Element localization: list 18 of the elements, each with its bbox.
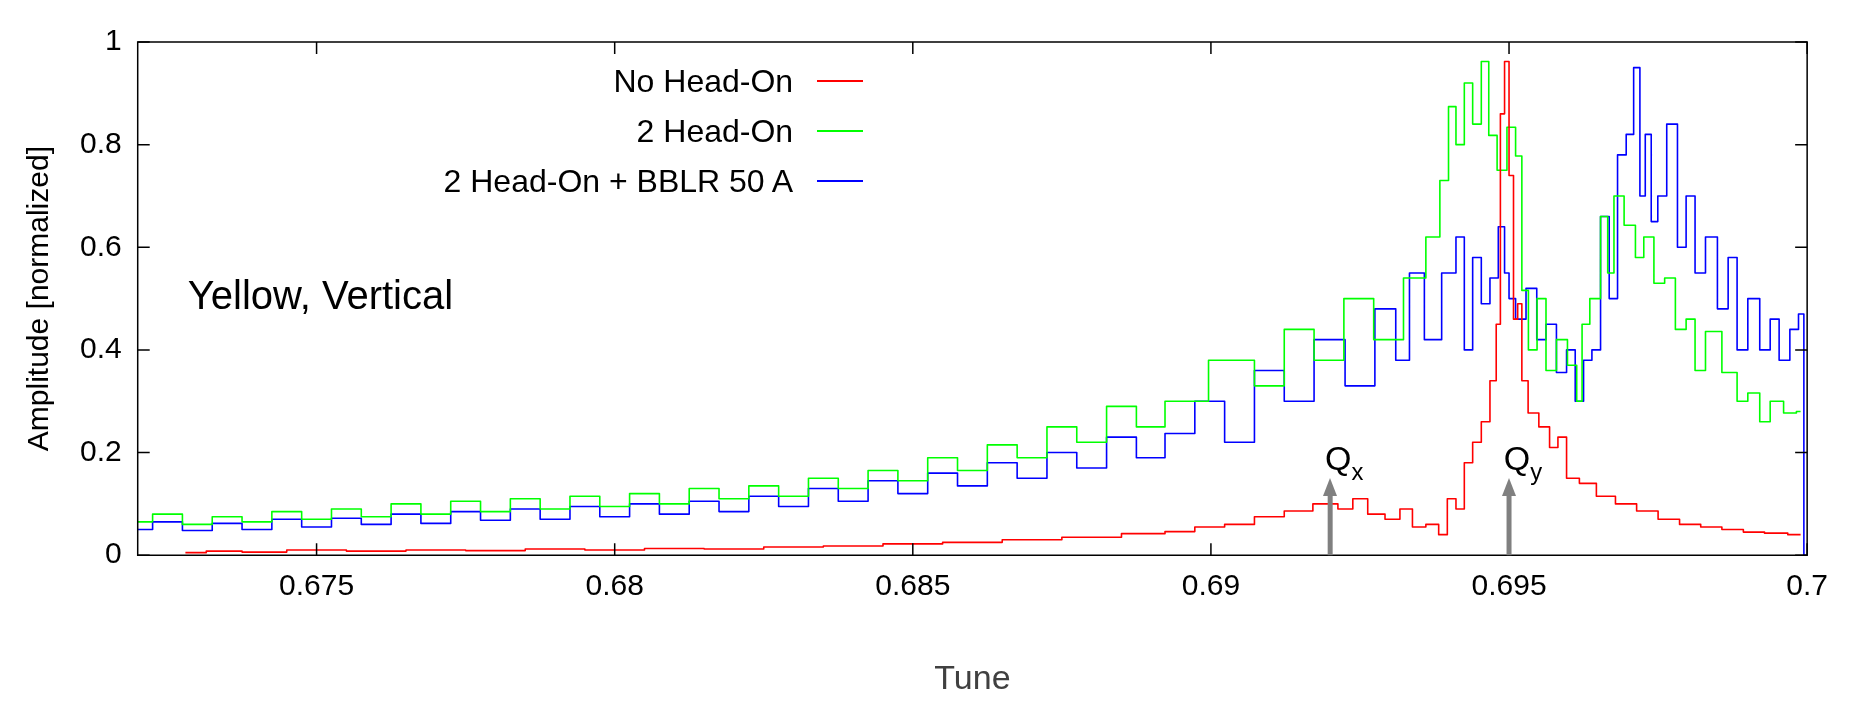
x-tick-label: 0.675 [279, 568, 355, 602]
y-tick-label: 0.8 [79, 125, 122, 159]
x-tick-label: 0.695 [1471, 568, 1547, 602]
y-tick-label: 0.2 [79, 433, 122, 467]
y-tick-label: 0 [105, 536, 122, 570]
x-axis-title: Tune [934, 657, 1011, 696]
legend-label: No Head-On [613, 62, 794, 100]
y-tick-label: 0.6 [79, 228, 122, 262]
legend-label: 2 Head-On [636, 112, 794, 150]
y-tick-label: 0.4 [79, 331, 122, 365]
y-axis-title: Amplitude [normalized] [21, 146, 55, 452]
x-tick-label: 0.685 [875, 568, 951, 602]
legend-label: 2 Head-On + BBLR 50 A [443, 162, 794, 200]
annotation: Yellow, Vertical [187, 272, 454, 317]
y-tick-label: 1 [105, 23, 122, 57]
x-tick-label: 0.7 [1786, 568, 1829, 602]
x-tick-label: 0.68 [585, 568, 644, 602]
x-tick-label: 0.69 [1181, 568, 1241, 602]
